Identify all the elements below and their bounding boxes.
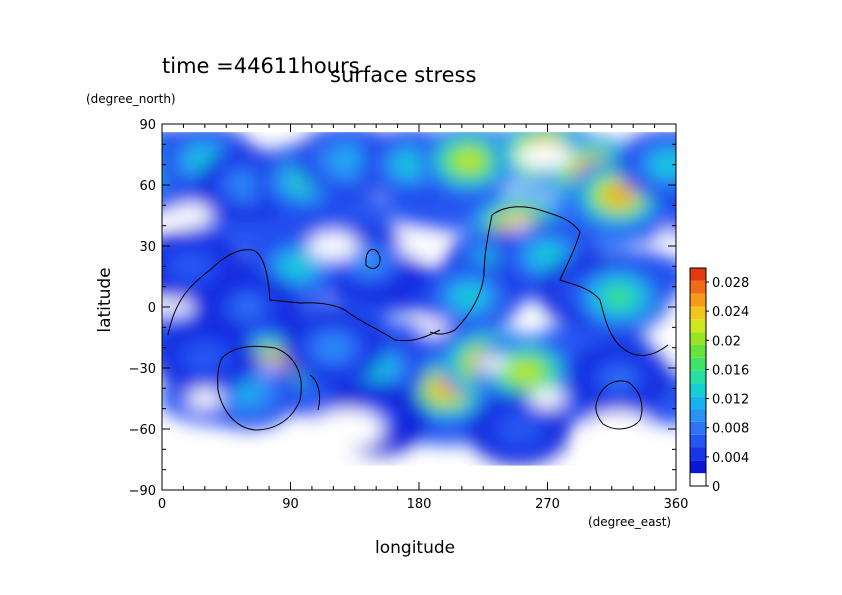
colorbar-level-6 [690,396,706,410]
hotspot-13 [417,260,521,334]
colorbar-level-8 [690,370,706,384]
saturated-region-1 [509,221,529,230]
hotspot-27 [282,311,385,385]
y-tick-label-4: −30 [129,362,156,377]
colorbar-level-15 [690,280,706,294]
y-axis: 90 60 30 0 −30 −60 −90 [129,118,676,499]
colorbar-level-2 [690,447,706,461]
zero-region-9 [529,388,566,409]
hotspot-20-ring-4 [177,256,204,276]
colorbar-frame [689,267,707,487]
hotspot-20 [162,229,242,303]
hotspot-25-ring-4 [512,362,540,382]
hotspot-16-ring-4 [605,287,633,307]
colorbar-level-7 [690,383,706,397]
colorbar-label-0: 0.028 [712,276,749,291]
zero-region-1 [397,234,441,258]
continent-outlines [167,206,669,431]
x-axis-unit: (degree_east) [588,515,671,529]
colorbar-label-3: 0.016 [712,363,749,378]
hotspot-6-ring-4 [455,151,483,171]
colorbar-level-12 [690,319,706,333]
outline-east-continent [491,206,669,356]
colorbar-level-14 [690,293,706,307]
colorbar-label-1: 0.024 [712,305,749,320]
y-tick-label-0: 90 [139,118,156,133]
zero-region-2 [168,203,213,228]
hotspot-14-ring-4 [534,246,561,266]
hotspot-30 [467,392,571,466]
zero-region-4 [311,409,384,449]
hotspot-19-ring-4 [234,297,261,317]
colorbar-label-2: 0.02 [712,334,741,349]
hotspot-16 [567,260,671,334]
hotspot-10-ring-4 [655,155,676,175]
chart-title: surface stress [330,63,476,87]
colorbar-level-5 [690,409,706,422]
zero-region-8 [658,229,676,242]
colorbar-level-3 [690,434,706,448]
colorbar-label-5: 0.008 [712,422,749,437]
zero-region-6 [162,299,191,315]
hotspot-27-ring-4 [320,338,347,358]
colorbar-label-6: 0.004 [712,451,749,466]
y-tick-label-6: −90 [129,484,156,499]
hotspot-4 [296,124,399,198]
outline-south-central [309,374,321,411]
hotspot-29-ring-4 [191,348,218,368]
outline-africa-like [167,249,441,342]
colorbar-level-13 [690,306,706,320]
hotspot-4-ring-4 [334,151,361,171]
time-subtitle: time =44611hours [162,54,360,78]
saturated-region-2 [477,356,510,371]
outline-south-east [595,380,643,430]
hotspot-9-ring-4 [605,185,633,205]
hotspot-22-ring-4 [234,383,261,402]
hotspot-30-ring-4 [505,419,533,439]
hotspot-6 [417,124,521,198]
x-tick-label-1: 90 [282,497,299,512]
y-tick-label-3: 0 [148,301,156,316]
x-tick-label-4: 360 [664,497,689,512]
saturated-region-0 [515,143,574,170]
hotspot-18-ring-4 [284,256,311,276]
colorbar-level-1 [690,460,706,474]
x-axis: 0 90 180 270 360 [158,124,689,512]
stress-field [162,124,676,490]
y-tick-label-1: 60 [139,179,156,194]
zero-region-3 [186,388,223,409]
hotspot-17-ring-4 [355,252,383,272]
y-axis-label: latitude [95,267,115,332]
colorbar-level-16 [690,268,706,281]
colorbar-level-9 [690,357,706,371]
colorbar-level-11 [690,332,706,345]
colorbar-level-10 [690,344,706,358]
colorbar: 0.028 0.024 0.02 0.016 0.012 0.008 0.004 0 [689,267,749,495]
colorbar-level-0 [690,473,706,486]
outline-east-continent-west [429,214,493,335]
y-tick-label-2: 30 [139,240,156,255]
outline-small-island [365,248,381,269]
hotspot-29 [162,321,257,395]
x-tick-label-0: 0 [158,497,166,512]
saturated-region-3 [261,364,278,372]
colorbar-label-7: 0 [712,480,720,495]
x-tick-label-2: 180 [407,497,432,512]
hotspot-10 [617,128,676,202]
hotspot-28-ring-4 [605,368,633,388]
x-axis-label: longitude [375,538,455,558]
zero-region-0 [308,232,359,260]
colorbar-level-4 [690,421,706,435]
y-axis-unit: (degree_north) [86,92,176,106]
outline-south-west [217,345,302,431]
y-tick-label-5: −60 [129,423,156,438]
zero-region-7 [418,319,448,336]
x-tick-label-3: 270 [535,497,560,512]
colorbar-label-4: 0.012 [712,393,749,408]
